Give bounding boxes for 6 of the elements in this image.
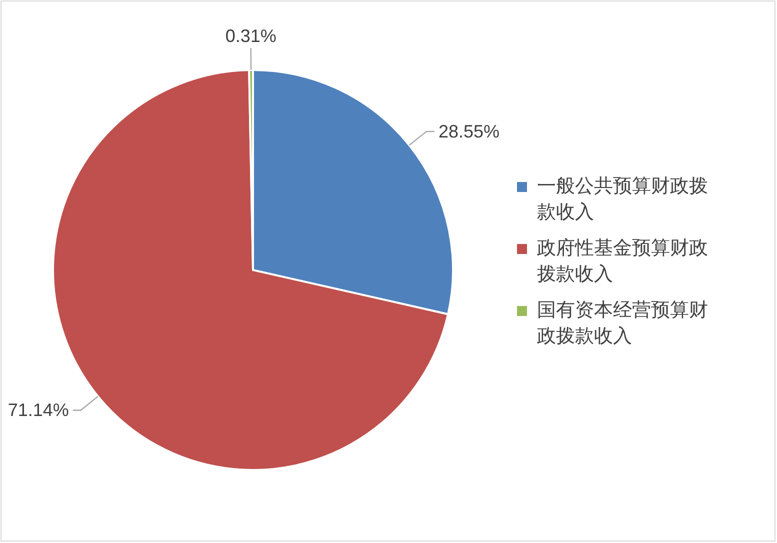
legend-label: 国有资本经营预算财政拨款收入 bbox=[537, 300, 708, 347]
legend-label: 政府性基金预算财政拨款收入 bbox=[537, 237, 708, 285]
data-label: 71.14% bbox=[8, 400, 69, 420]
data-label: 28.55% bbox=[438, 121, 500, 142]
legend-label: 一般公共预算财政拨款收入 bbox=[537, 176, 708, 223]
data-label: 0.31% bbox=[225, 26, 276, 46]
